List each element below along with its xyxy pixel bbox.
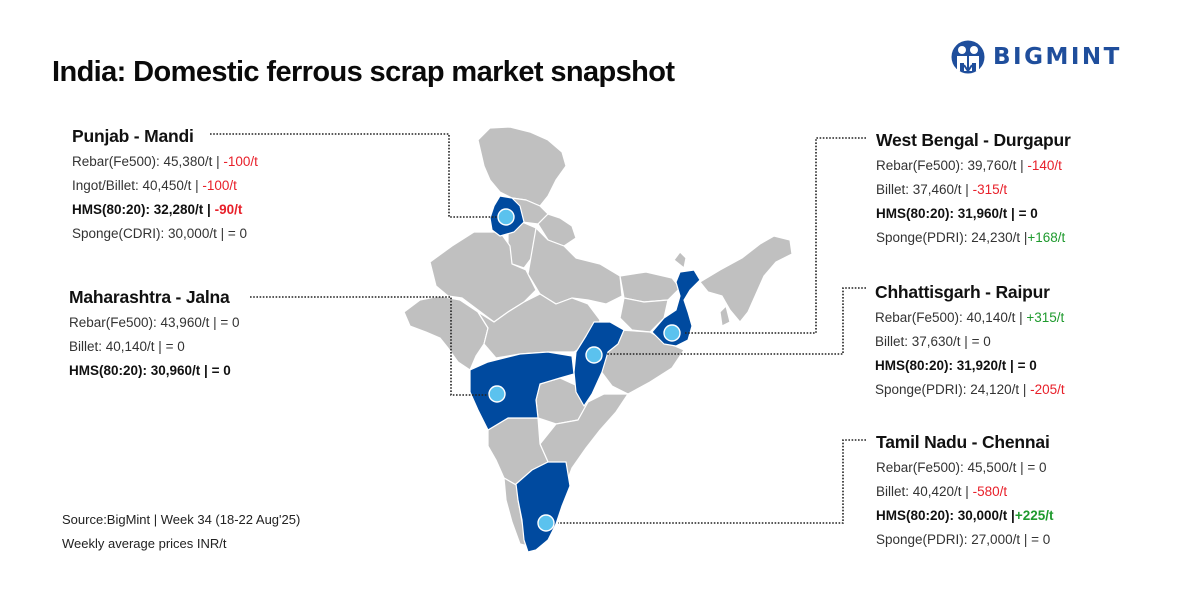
bigmint-people-logo-icon (951, 40, 985, 74)
price-change: -315/t (972, 182, 1008, 197)
price-row: Rebar(Fe500): 43,960/t | = 0 (69, 315, 240, 330)
price-row: Billet: 37,630/t | = 0 (875, 334, 991, 349)
market-title: West Bengal - Durgapur (876, 130, 1071, 150)
state-madhya-pradesh (477, 293, 601, 359)
price-change: = 0 (1017, 358, 1037, 373)
price-change: -90/t (214, 202, 243, 217)
market-title: Tamil Nadu - Chennai (876, 432, 1050, 452)
market-panel-chhattisgarh: Chhattisgarh - Raipur Rebar(Fe500): 40,1… (875, 282, 1065, 406)
market-title: Punjab - Mandi (72, 126, 194, 146)
leader-line-westbengal (684, 137, 866, 334)
price-row: Billet: 37,460/t | -315/t (876, 182, 1008, 197)
page-title: India: Domestic ferrous scrap market sna… (52, 56, 675, 88)
state-rajasthan (429, 231, 537, 323)
price-row: Rebar(Fe500): 39,760/t | -140/t (876, 158, 1062, 173)
marker-westbengal (663, 324, 681, 342)
price-change: = 0 (165, 339, 185, 354)
brand-name: BIGMINT (993, 44, 1122, 70)
state-sikkim (673, 251, 687, 269)
brand-logo: BIGMINT (951, 37, 1122, 77)
price-row: Sponge(CDRI): 30,000/t | = 0 (72, 226, 247, 241)
price-row: HMS(80:20): 31,960/t | = 0 (876, 206, 1038, 221)
price-change: = 0 (1031, 532, 1051, 547)
market-title: Chhattisgarh - Raipur (875, 282, 1050, 302)
price-change: +315/t (1026, 310, 1065, 325)
price-row: Rebar(Fe500): 40,140/t | +315/t (875, 310, 1065, 325)
market-panel-maharashtra: Maharashtra - Jalna Rebar(Fe500): 43,960… (69, 287, 240, 387)
price-row: Billet: 40,420/t | -580/t (876, 484, 1008, 499)
state-maharashtra-highlight (469, 351, 575, 431)
leader-line-punjab (210, 133, 500, 218)
state-chhattisgarh-highlight (573, 321, 625, 407)
price-row: Billet: 40,140/t | = 0 (69, 339, 185, 354)
state-tripura (719, 305, 731, 327)
price-change: -100/t (202, 178, 237, 193)
source-note: Source:BigMint | Week 34 (18-22 Aug'25) (62, 512, 301, 527)
price-row: Sponge(PDRI): 24,120/t | -205/t (875, 382, 1065, 397)
price-change: = 0 (1018, 206, 1038, 221)
price-change: = 0 (227, 226, 247, 241)
price-row: Sponge(PDRI): 27,000/t | = 0 (876, 532, 1051, 547)
state-jammu-kashmir (477, 126, 567, 207)
price-row: HMS(80:20): 30,000/t |+225/t (876, 508, 1054, 523)
state-tamilnadu-highlight (515, 461, 571, 553)
price-change: +225/t (1014, 508, 1054, 523)
price-change: = 0 (220, 315, 240, 330)
leader-line-chhattisgarh (606, 287, 866, 355)
marker-maharashtra (488, 385, 506, 403)
leader-line-tamilnadu (558, 439, 866, 524)
state-bihar (619, 271, 681, 303)
state-northeast (699, 235, 793, 323)
market-panel-punjab: Punjab - Mandi Rebar(Fe500): 45,380/t | … (72, 126, 258, 250)
market-panel-tamilnadu: Tamil Nadu - Chennai Rebar(Fe500): 45,50… (876, 432, 1054, 556)
price-row: Rebar(Fe500): 45,380/t | -100/t (72, 154, 258, 169)
marker-tamilnadu (537, 514, 555, 532)
price-change: -140/t (1027, 158, 1062, 173)
price-change: -205/t (1030, 382, 1065, 397)
price-row: Rebar(Fe500): 45,500/t | = 0 (876, 460, 1047, 475)
market-title: Maharashtra - Jalna (69, 287, 230, 307)
state-odisha (599, 329, 685, 395)
price-change: = 0 (211, 363, 231, 378)
price-change: +168/t (1027, 230, 1066, 245)
price-change: = 0 (1027, 460, 1047, 475)
leader-line-maharashtra (250, 296, 492, 396)
marker-punjab (497, 208, 515, 226)
price-change: -580/t (972, 484, 1008, 499)
price-row: Sponge(PDRI): 24,230/t |+168/t (876, 230, 1066, 245)
price-row: HMS(80:20): 31,920/t | = 0 (875, 358, 1037, 373)
state-westbengal-highlight (651, 269, 701, 347)
marker-chhattisgarh (585, 346, 603, 364)
price-row: HMS(80:20): 32,280/t | -90/t (72, 202, 243, 217)
footer-notes: Source:BigMint | Week 34 (18-22 Aug'25) … (62, 512, 300, 560)
market-panel-westbengal: West Bengal - Durgapur Rebar(Fe500): 39,… (876, 130, 1071, 254)
price-row: HMS(80:20): 30,960/t | = 0 (69, 363, 231, 378)
price-change: -100/t (223, 154, 258, 169)
state-uttar-pradesh (527, 227, 623, 305)
price-change: = 0 (971, 334, 991, 349)
price-row: Ingot/Billet: 40,450/t | -100/t (72, 178, 237, 193)
state-jharkhand (619, 297, 669, 333)
unit-note: Weekly average prices INR/t (62, 536, 227, 551)
